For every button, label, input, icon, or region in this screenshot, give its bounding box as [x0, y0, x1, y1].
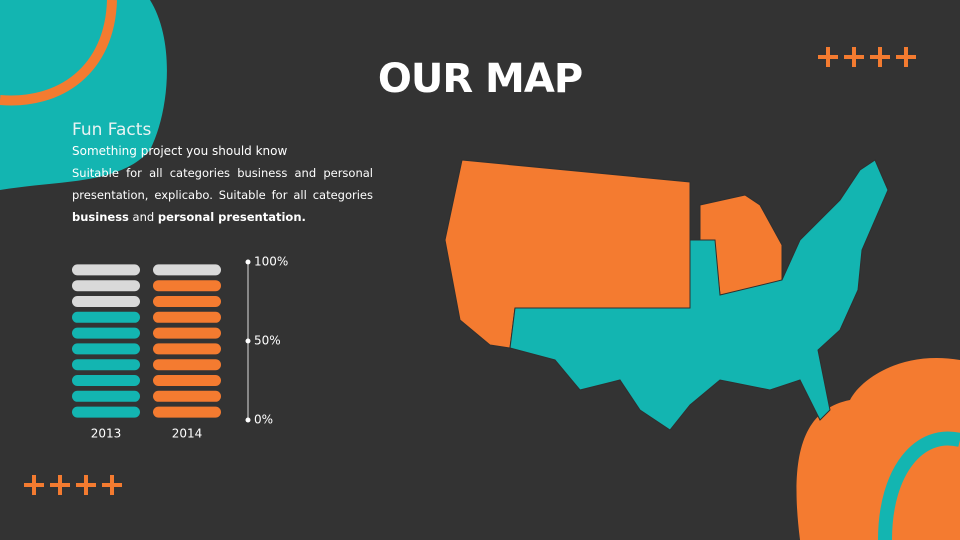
text: Suitable for all categories business and… [72, 166, 373, 202]
filled-pill [72, 359, 140, 371]
tick-mark [245, 338, 251, 344]
blob [796, 358, 960, 540]
filled-pill [72, 327, 140, 339]
heading: Fun Facts [72, 120, 152, 140]
empty-pill [72, 280, 140, 292]
bold-text: business [72, 210, 129, 224]
filled-pill [153, 390, 221, 402]
filled-pill [72, 343, 140, 355]
bold-text: personal presentation. [157, 210, 306, 224]
plus-icons [24, 47, 916, 495]
ring [0, 0, 117, 106]
filled-pill [153, 375, 221, 386]
empty-pill [72, 264, 140, 276]
us-map [444, 159, 889, 431]
filled-pill [153, 359, 221, 371]
tick-mark [245, 259, 251, 265]
filled-pill [153, 280, 221, 292]
filled-pill [72, 390, 140, 402]
y-tick-label: 50% [254, 334, 281, 348]
blob [0, 0, 167, 190]
empty-pill [72, 296, 140, 307]
x-tick-label: 2013 [91, 427, 122, 441]
y-tick-label: 0% [254, 413, 273, 427]
filled-pill [153, 311, 221, 323]
filled-pill [153, 327, 221, 339]
x-tick-label: 2014 [172, 427, 203, 441]
filled-pill [72, 311, 140, 323]
tick-mark [245, 417, 251, 423]
subtitle: Something project you should know [72, 144, 288, 158]
title: OUR MAP [377, 56, 583, 102]
empty-pill [153, 264, 221, 276]
paragraph: Suitable for all categories business and… [72, 162, 373, 228]
filled-pill [153, 296, 221, 307]
y-tick-label: 100% [254, 255, 288, 269]
filled-pill [72, 406, 140, 418]
filled-pill [153, 343, 221, 355]
text: and [128, 210, 158, 224]
ring [878, 431, 960, 540]
filled-pill [72, 375, 140, 386]
filled-pill [153, 406, 221, 418]
